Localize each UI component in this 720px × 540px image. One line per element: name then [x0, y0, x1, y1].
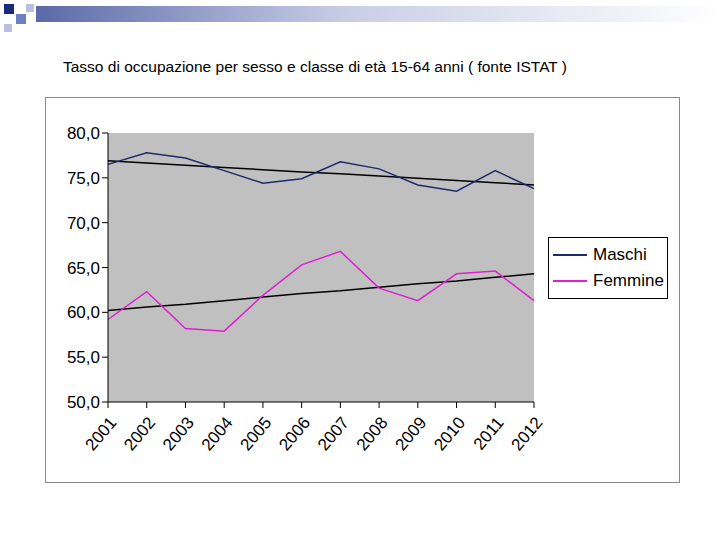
- svg-text:65,0: 65,0: [67, 259, 100, 278]
- svg-text:2002: 2002: [120, 413, 159, 454]
- svg-text:2011: 2011: [470, 413, 508, 453]
- svg-text:55,0: 55,0: [67, 348, 100, 367]
- svg-text:2006: 2006: [275, 413, 314, 454]
- svg-text:2003: 2003: [159, 413, 198, 454]
- svg-text:2012: 2012: [508, 413, 547, 454]
- svg-text:2009: 2009: [391, 413, 430, 454]
- html-text:Maschi: Maschi: [593, 245, 647, 264]
- svg-text:2008: 2008: [353, 413, 392, 454]
- svg-text:2007: 2007: [314, 413, 353, 454]
- svg-text:80,0: 80,0: [67, 124, 100, 143]
- html-text:Femmine: Femmine: [593, 271, 664, 290]
- svg-text:2010: 2010: [430, 413, 469, 454]
- svg-text:2005: 2005: [237, 413, 276, 454]
- html-text:Tasso di occupazione per sesso: Tasso di occupazione per sesso e classe …: [63, 58, 567, 75]
- svg-text:70,0: 70,0: [67, 214, 100, 233]
- svg-text:2004: 2004: [198, 413, 237, 454]
- svg-text:60,0: 60,0: [67, 303, 100, 322]
- svg-text:50,0: 50,0: [67, 393, 100, 412]
- svg-text:2001: 2001: [82, 413, 121, 454]
- svg-text:75,0: 75,0: [67, 169, 100, 188]
